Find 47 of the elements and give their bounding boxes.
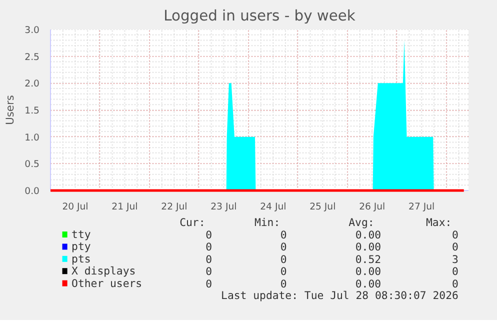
text: Max: <box>426 216 452 229</box>
x-tick-label: 21 Jul <box>112 202 138 212</box>
legend-label: Other users <box>72 276 142 290</box>
text: 0 <box>206 228 212 242</box>
x-tick-label: 26 Jul <box>359 202 386 212</box>
legend-label: pty <box>72 240 91 254</box>
text: 0.00 <box>355 265 382 278</box>
text: 0 <box>206 265 212 278</box>
text: 0.00 <box>355 277 382 290</box>
y-tick-label: 2.5 <box>24 52 40 63</box>
x-tick-label: 20 Jul <box>62 202 88 212</box>
x-tick-label: 23 Jul <box>210 202 237 212</box>
text: 0 <box>280 252 287 266</box>
x-tick-label: 24 Jul <box>260 202 286 212</box>
y-axis-title: Users <box>4 94 17 125</box>
text: 0 <box>280 240 287 254</box>
y-tick-label: 1.0 <box>24 132 40 144</box>
text: 0 <box>280 277 287 290</box>
text: Cur: <box>180 216 206 229</box>
text: 0 <box>452 277 458 290</box>
x-tick-label: 25 Jul <box>310 202 336 212</box>
y-tick-label: 2.0 <box>24 78 40 90</box>
text: 0.00 <box>355 240 382 254</box>
x-tick-label: 22 Jul <box>161 202 188 212</box>
text: Min: <box>254 216 280 229</box>
legend-label: X displays <box>72 264 136 278</box>
text: Avg: <box>348 216 374 229</box>
text: Last update: Tue Jul 28 08:30:07 2026 <box>221 289 458 302</box>
legend-label: tty <box>72 228 91 241</box>
text: 0 <box>280 228 287 242</box>
text: 0.00 <box>355 228 382 242</box>
y-tick-label: 3.0 <box>24 25 40 36</box>
text: 0 <box>452 265 458 278</box>
text: 0 <box>280 265 287 278</box>
text: 0 <box>206 252 212 266</box>
y-tick-label: 0.5 <box>24 159 40 170</box>
text: 0.52 <box>355 252 382 266</box>
text: 0 <box>452 240 458 254</box>
text: 0 <box>206 277 212 290</box>
x-tick-label: 27 Jul <box>408 202 435 212</box>
text: 0 <box>206 240 212 254</box>
text: 3 <box>452 252 458 266</box>
y-tick-label: 1.5 <box>24 106 40 116</box>
y-tick-label: 0.0 <box>24 186 40 197</box>
chart-title: Logged in users - by week <box>164 8 356 24</box>
text: 0 <box>452 228 458 242</box>
legend-label: pts <box>72 252 91 266</box>
